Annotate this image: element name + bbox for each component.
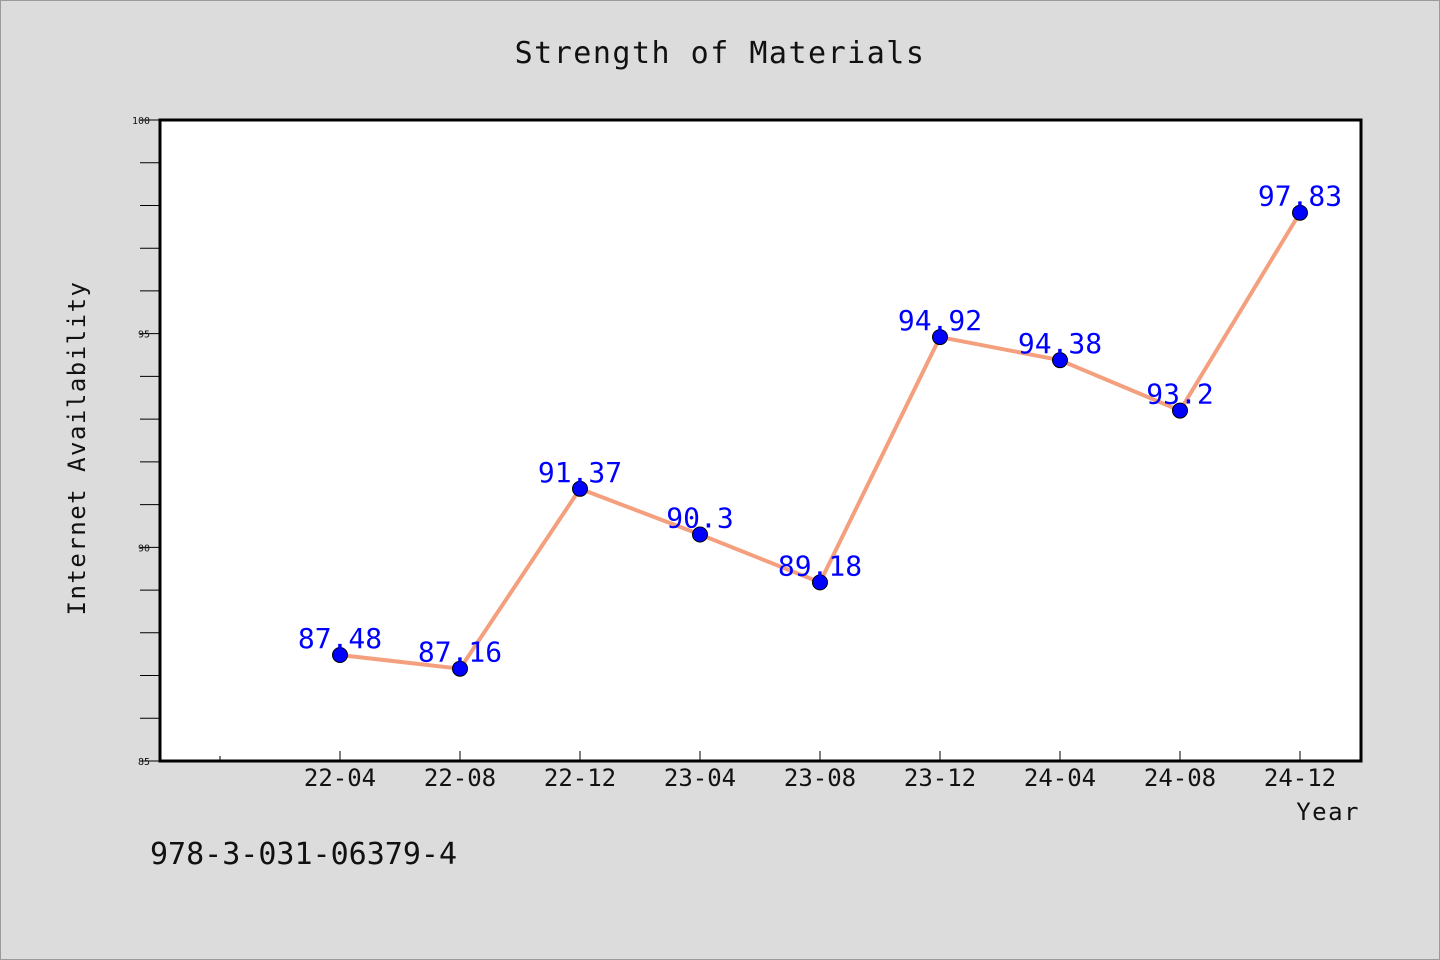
x-tick-label: 22-12: [544, 764, 616, 792]
data-label: 94.38: [1018, 327, 1102, 360]
chart-title: Strength of Materials: [515, 36, 926, 71]
data-point: [692, 526, 708, 543]
x-axis-label: Year: [1296, 798, 1360, 826]
data-point: [452, 660, 468, 677]
x-tick-label: 24-12: [1264, 764, 1336, 792]
y-axis-label: Internet Availability: [63, 281, 91, 616]
data-label: 91.37: [538, 456, 622, 489]
x-tick-label: 23-08: [784, 764, 856, 792]
data-point: [1172, 402, 1188, 419]
data-label: 87.16: [418, 636, 502, 669]
y-axis: 85 90 95 100: [132, 116, 160, 768]
x-tick-label: 22-04: [304, 764, 376, 792]
data-labels: 87.48 87.16 91.37 90.3 89.18 94.92 94.38 93.2 97…: [298, 180, 1342, 669]
x-tick-label: 24-08: [1144, 764, 1216, 792]
y-tick-label: 95: [138, 330, 150, 341]
x-axis: 22-04 22-08 22-12 23-04 23-08 23-12 24-04 24-08…: [219, 751, 1336, 792]
data-label: 94.92: [898, 304, 982, 337]
y-tick-label: 85: [138, 757, 150, 768]
data-point: [332, 647, 348, 664]
plot-border: [158, 118, 1363, 763]
plot-area: [160, 120, 1361, 761]
x-tick-label: 22-08: [424, 764, 496, 792]
data-point: [932, 329, 948, 346]
data-label: 93.2: [1146, 378, 1213, 411]
data-label: 97.83: [1258, 180, 1342, 213]
data-label: 90.3: [666, 502, 733, 535]
data-label: 89.18: [778, 549, 862, 582]
x-tick-label: 24-04: [1024, 764, 1096, 792]
data-point: [572, 480, 588, 497]
isbn-text: 978-3-031-06379-4: [150, 837, 457, 872]
data-label: 87.48: [298, 622, 382, 655]
data-point: [812, 574, 828, 591]
y-tick-label: 90: [138, 543, 150, 554]
x-tick-label: 23-04: [664, 764, 736, 792]
y-tick-label: 100: [132, 116, 150, 127]
data-point: [1052, 352, 1068, 369]
series-markers: [332, 204, 1308, 677]
x-tick-label: 23-12: [904, 764, 976, 792]
data-point: [1292, 204, 1308, 221]
